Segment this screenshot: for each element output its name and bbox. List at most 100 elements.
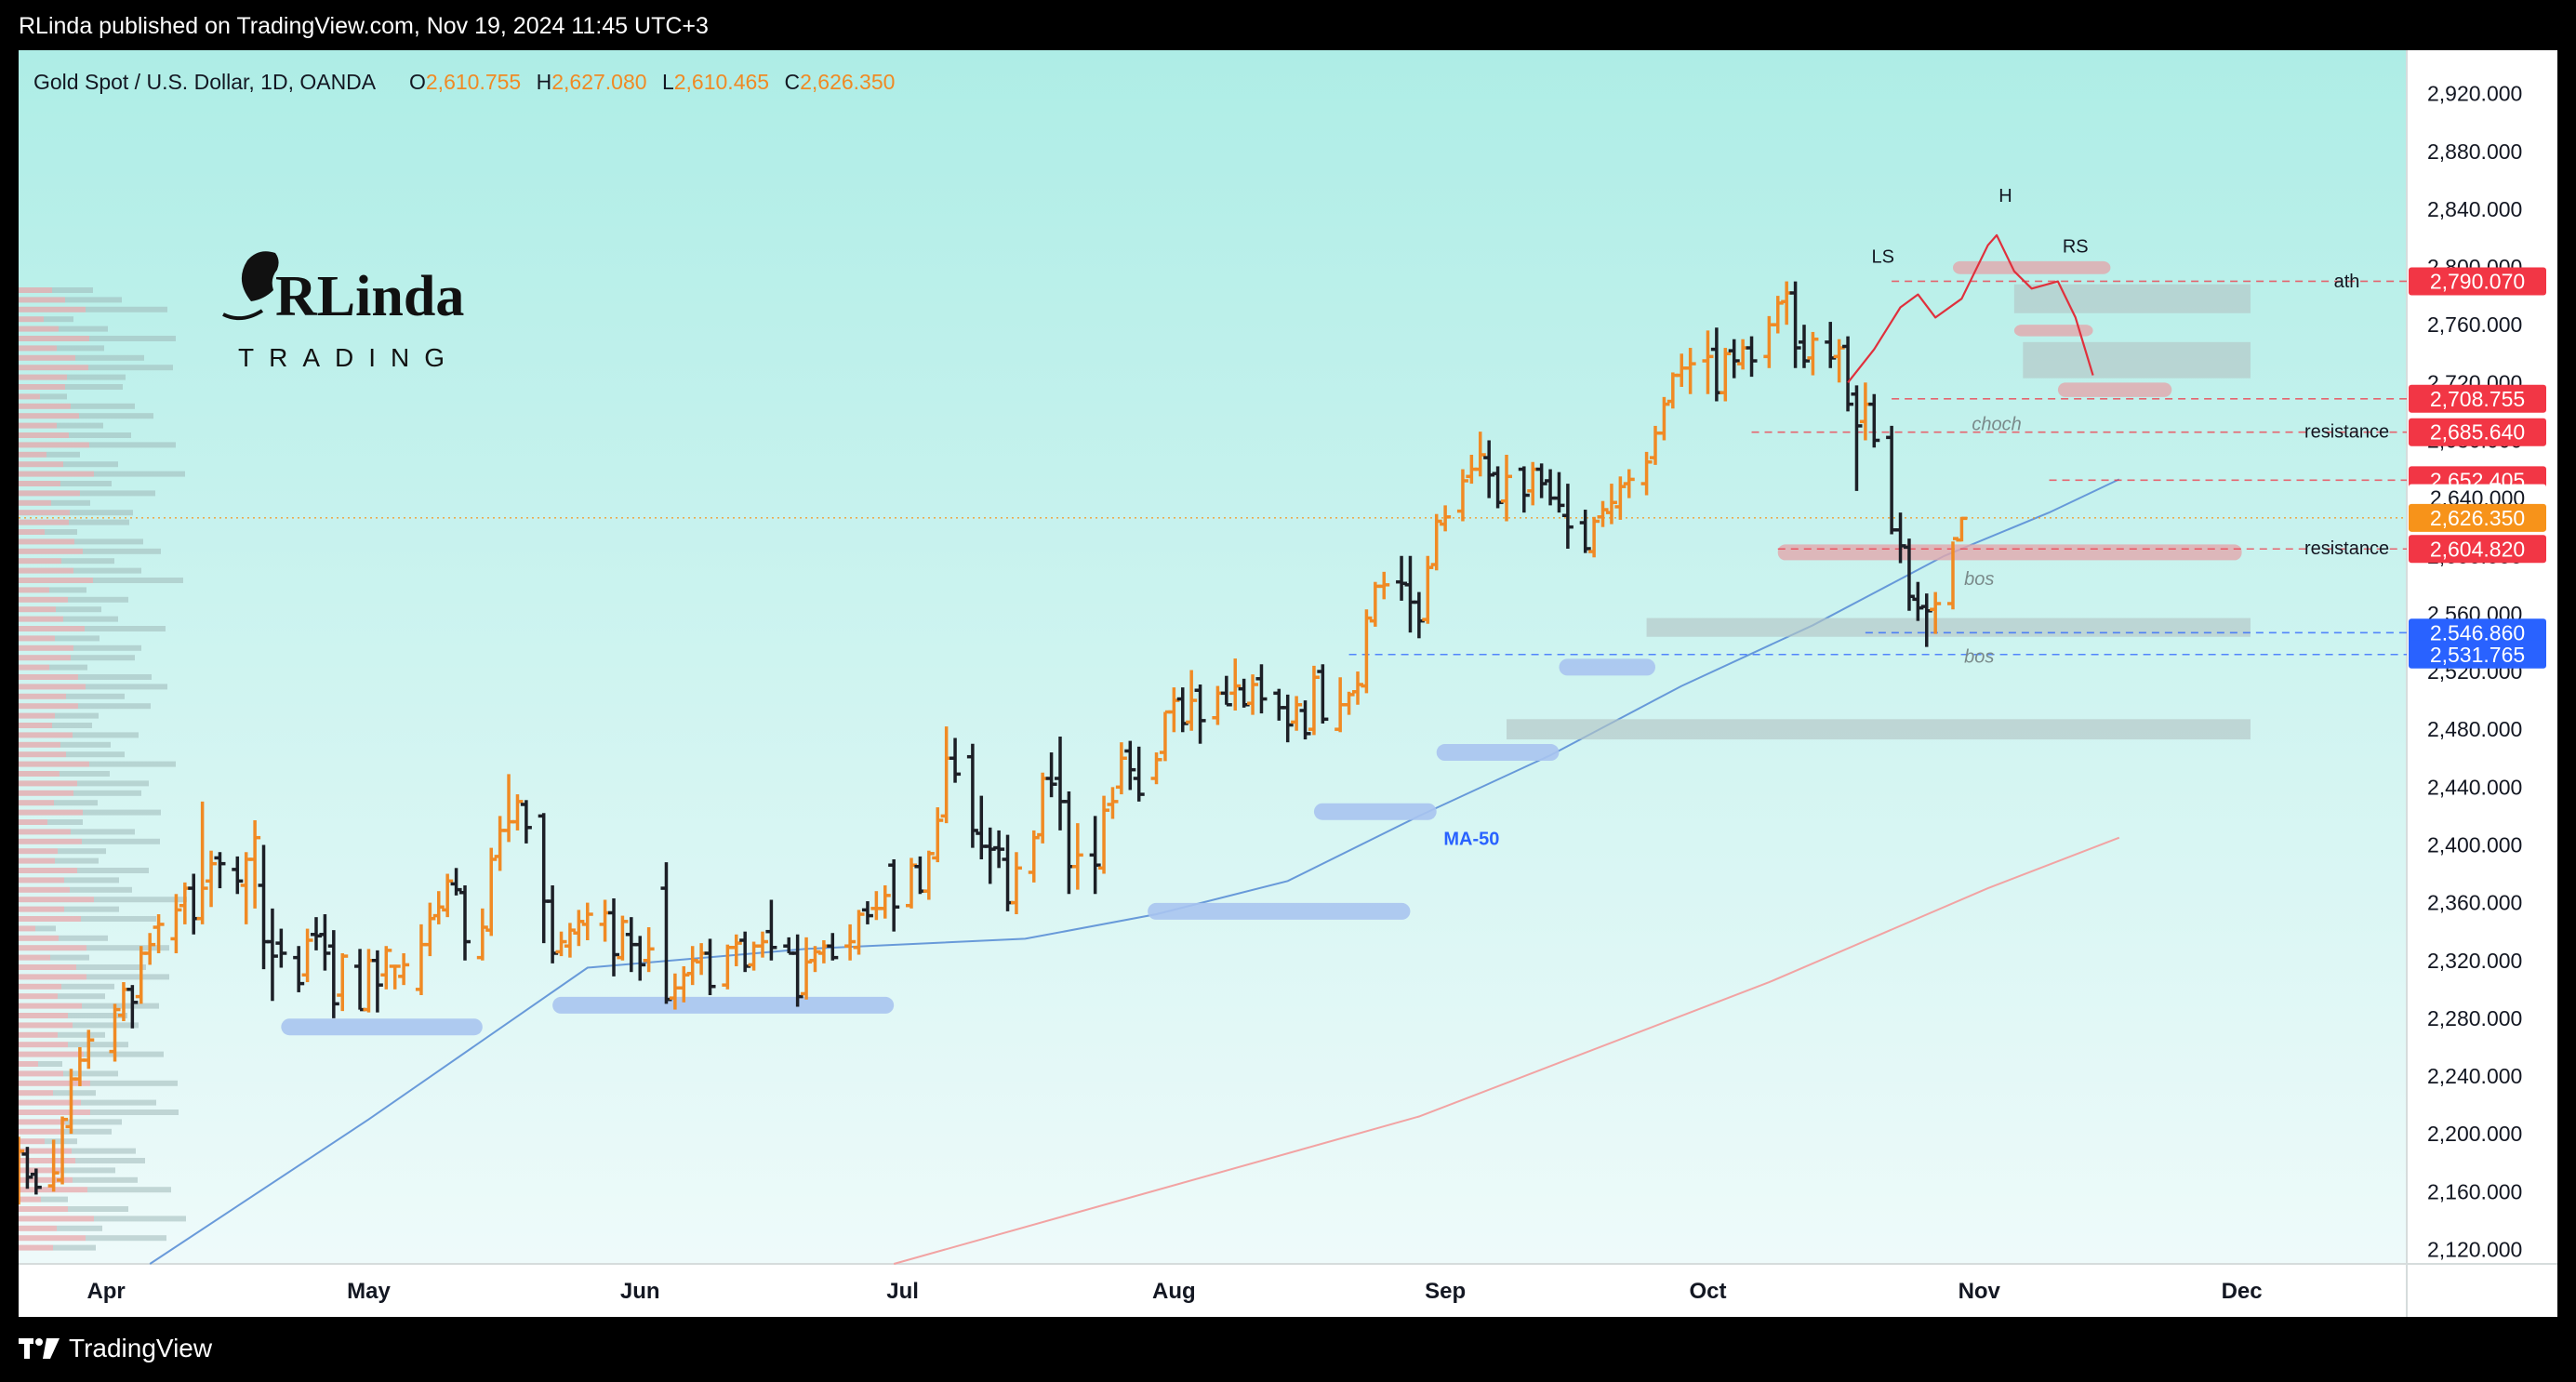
ohlc-bar	[966, 743, 978, 848]
price-tag-background	[2409, 384, 2546, 413]
volume-profile-bar	[19, 1119, 65, 1125]
volume-profile-bar	[19, 925, 35, 932]
volume-profile-bar	[40, 393, 67, 400]
volume-profile-bar	[61, 983, 114, 990]
volume-profile-bar	[19, 578, 93, 583]
volume-profile-bar	[73, 732, 139, 738]
ohlc-bar	[1115, 742, 1127, 795]
volume-profile-bar	[58, 1031, 105, 1038]
volume-profile-bar	[19, 848, 58, 855]
ohlc-bar	[1281, 694, 1294, 743]
ohlc-bar	[442, 873, 454, 918]
volume-profile-bar	[19, 983, 61, 990]
volume-profile-bar	[19, 800, 54, 806]
price-tick-label: 2,320.000	[2427, 949, 2522, 973]
volume-profile-bar	[19, 587, 49, 593]
grey-zone	[2013, 284, 2251, 313]
volume-profile-bar	[19, 723, 52, 728]
volume-profile-bar	[19, 471, 94, 477]
volume-profile-bar	[19, 886, 70, 893]
price-tag: 2,685.640	[2409, 418, 2546, 446]
ohlc-bar	[1597, 500, 1609, 527]
annotation-label: LS	[1871, 246, 1893, 267]
volume-profile-bar	[19, 635, 55, 642]
price-tick-label: 2,880.000	[2427, 140, 2522, 164]
volume-profile-bar	[55, 857, 99, 864]
time-tick-label: Dec	[2222, 1279, 2263, 1304]
ohlc-bar	[1579, 510, 1591, 553]
volume-profile-bar	[73, 644, 141, 651]
volume-profile-bar	[19, 974, 86, 980]
ohlc-bar	[232, 856, 244, 895]
supply-zone	[1777, 544, 2242, 561]
volume-profile-bar	[19, 1244, 53, 1251]
rlinda-trading-logo: RLinda TRADING	[222, 251, 464, 372]
price-tick-label: 2,400.000	[2427, 832, 2522, 857]
volume-profile-bar	[67, 374, 126, 380]
volume-profile-bar	[59, 326, 108, 332]
volume-profile-bar	[19, 538, 74, 545]
volume-profile-bar	[19, 771, 60, 777]
volume-profile-bar	[19, 1042, 68, 1048]
ohlc-bar	[1150, 752, 1162, 785]
ohlc-bar	[1614, 476, 1627, 520]
volume-profile-bar	[19, 1148, 72, 1154]
volume-profile-bar	[19, 1158, 75, 1163]
ohlc-bar	[1317, 664, 1329, 724]
volume-profile-bar	[77, 868, 149, 873]
ohlc-bar	[1247, 674, 1259, 715]
grey-zone	[2023, 341, 2251, 379]
price-tag: 2,626.350	[2409, 503, 2546, 532]
price-tag-label: 2,626.350	[2430, 506, 2525, 530]
volume-profile-bar	[19, 741, 60, 748]
volume-profile-bar	[68, 1013, 127, 1018]
volume-profile-bar	[19, 897, 94, 903]
volume-profile-bar	[78, 703, 151, 710]
volume-profile-bar	[19, 1206, 68, 1212]
support-zone	[281, 1018, 483, 1036]
volume-profile-bar	[19, 857, 55, 864]
time-axis-labels: Apr May Jun Jul Aug Sep Oct Nov Dec	[86, 1279, 2262, 1304]
volume-profile-bar	[60, 741, 111, 748]
candlesticks	[19, 281, 1968, 1205]
ohlc-bar	[337, 952, 349, 1012]
zones	[281, 260, 2251, 1036]
ohlc-bar	[1684, 348, 1696, 394]
ohlc-bar	[1474, 432, 1486, 477]
volume-profile-bar	[57, 1225, 102, 1231]
volume-profile-bar	[19, 336, 89, 341]
tradingview-brand[interactable]: TradingView	[19, 1334, 212, 1363]
ohlc-bar	[476, 908, 488, 961]
annotation-label: choch	[1972, 415, 2021, 435]
volume-profile-bar	[85, 626, 166, 631]
publish-header: RLinda published on TradingView.com, Nov…	[0, 0, 2576, 50]
ohlc-bar	[1194, 684, 1206, 744]
ohlc-bar	[617, 915, 629, 961]
annotation-label: MA-50	[1443, 829, 1499, 849]
time-tick-label: Jul	[886, 1279, 919, 1304]
volume-profile-bar	[60, 1128, 112, 1135]
volume-profile-bar	[19, 674, 78, 680]
chart-area[interactable]: LS H RS choch bos bos MA-50 ath resistance resist…	[19, 50, 2557, 1317]
price-tick-label: 2,200.000	[2427, 1122, 2522, 1146]
volume-profile-bar	[90, 1110, 179, 1115]
ohlc-bar	[450, 868, 462, 896]
logo-text-rlinda: RLinda	[275, 265, 464, 328]
volume-profile-bar	[19, 935, 59, 941]
price-chart[interactable]: LS H RS choch bos bos MA-50 ath resistance resist…	[19, 50, 2557, 1317]
ohlc-bar	[57, 1116, 69, 1185]
price-tick-label: 2,360.000	[2427, 891, 2522, 915]
ohlc-bar	[389, 964, 401, 990]
ohlc-bar	[196, 801, 208, 924]
annotation-label: H	[1998, 186, 2012, 206]
ohlc-bar	[1930, 591, 1942, 634]
tradingview-logo-icon	[19, 1338, 60, 1359]
volume-profile-bar	[65, 1119, 122, 1125]
volume-profile-bar	[63, 1070, 118, 1077]
volume-profile-bar	[19, 732, 73, 738]
grey-zone	[1507, 719, 2251, 740]
price-levels	[19, 280, 2407, 656]
volume-profile-bar	[19, 1070, 63, 1077]
volume-profile-bar	[19, 916, 81, 922]
volume-profile-bar	[53, 1090, 96, 1096]
